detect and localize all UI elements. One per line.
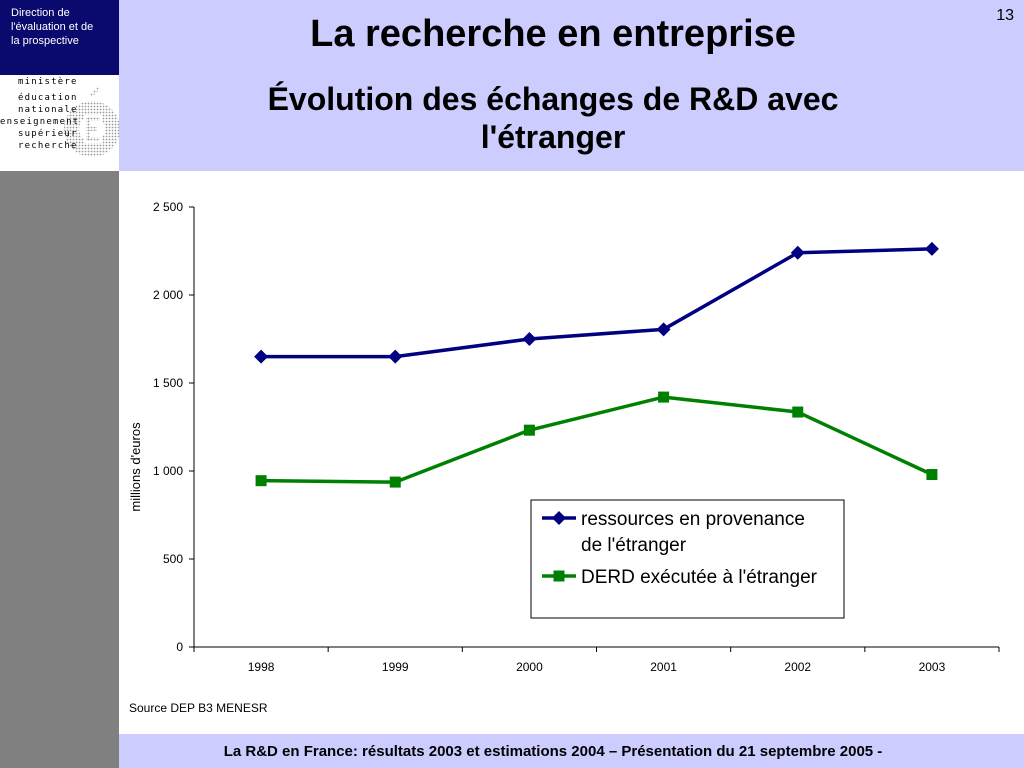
data-point	[255, 475, 267, 487]
y-tick-label: 1 000	[153, 464, 183, 478]
x-tick-label: 1998	[248, 660, 275, 674]
logo-word: enseignement	[0, 117, 80, 127]
subtitle-line: l'étranger	[480, 119, 626, 155]
page-number: 13	[996, 7, 1014, 24]
data-point	[523, 424, 535, 436]
ministry-logo: ministère éducation nationale enseigneme…	[0, 75, 119, 171]
data-point	[388, 349, 403, 364]
y-tick-label: 500	[163, 552, 183, 566]
legend-label: de l'étranger	[581, 535, 687, 556]
series-line-1	[261, 247, 932, 359]
logo-word: nationale	[18, 105, 78, 115]
logo-word: supérieur	[18, 129, 78, 139]
slide-footer: La R&D en France: résultats 2003 et esti…	[119, 734, 1024, 768]
ministry-emblem-icon	[64, 87, 119, 157]
data-point	[924, 241, 939, 256]
data-point	[389, 476, 401, 488]
y-tick-label: 2 500	[153, 200, 183, 214]
page-subtitle: Évolution des échanges de R&D avec l'étr…	[119, 80, 987, 156]
legend-marker	[553, 570, 565, 582]
chart-legend: ressources en provenance de l'étranger DER…	[530, 499, 845, 619]
page-title: La recherche en entreprise	[310, 13, 796, 55]
data-point	[656, 322, 671, 337]
legend-label: ressources en provenance	[581, 509, 805, 530]
logo-word: éducation	[18, 93, 78, 103]
direction-line: Direction de	[11, 7, 70, 19]
data-point	[522, 332, 537, 346]
legend-label: DERD exécutée à l'étranger	[581, 567, 818, 588]
footer-text: La R&D en France: résultats 2003 et esti…	[223, 743, 883, 760]
direction-label: Direction de l'évaluation et de la prosp…	[0, 0, 119, 75]
data-point	[658, 391, 670, 403]
y-tick-label: 1 500	[153, 376, 183, 390]
legend-marker	[552, 511, 566, 525]
logo-word: ministère	[18, 77, 78, 87]
data-point	[792, 406, 804, 418]
slide-header: La recherche en entreprise Évolution des…	[119, 0, 1024, 171]
x-tick-label: 2002	[784, 660, 811, 674]
data-point	[790, 245, 805, 260]
x-tick-label: 2000	[516, 660, 543, 674]
source-note: Source DEP B3 MENESR	[129, 701, 268, 715]
x-tick-label: 2003	[919, 660, 946, 674]
direction-line: l'évaluation et de	[11, 21, 94, 33]
data-point	[254, 349, 269, 364]
y-axis-label: millions d'euros	[128, 422, 143, 512]
direction-line: la prospective	[11, 35, 79, 47]
y-tick-label: 0	[176, 640, 183, 654]
y-tick-label: 2 000	[153, 288, 183, 302]
series-line-2	[261, 395, 933, 484]
logo-word: recherche	[18, 141, 78, 151]
legend-box	[530, 499, 845, 619]
data-point	[926, 469, 938, 481]
x-tick-label: 2001	[650, 660, 677, 674]
subtitle-line: Évolution des échanges de R&D avec	[267, 81, 839, 117]
x-tick-label: 1999	[382, 660, 409, 674]
line-chart: 0 500 1 000 1 500 2 000 2 500 1998 1999 2000 2001…	[128, 200, 1000, 674]
